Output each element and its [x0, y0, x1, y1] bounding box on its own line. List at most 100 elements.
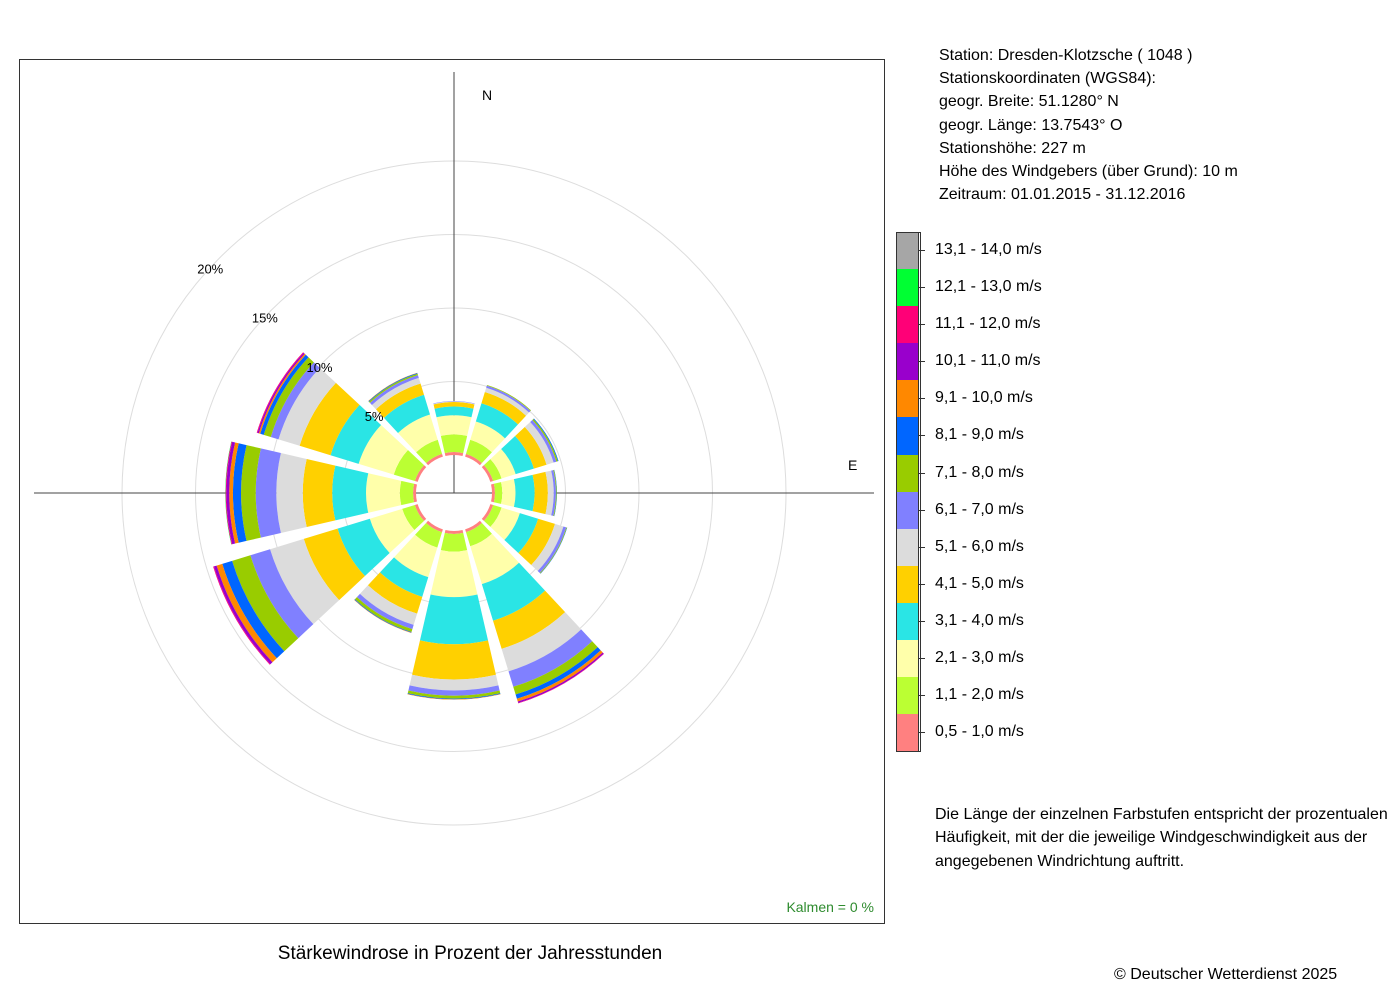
- station-info: Station: Dresden-Klotzsche ( 1048 ) Stat…: [939, 44, 1238, 206]
- legend-label: 4,1 - 5,0 m/s: [935, 574, 1024, 592]
- segment-dir120-bin0: [481, 504, 494, 521]
- segment-dir0-bin4: [433, 402, 475, 409]
- segment-dir270-bin12: [225, 441, 232, 545]
- segment-dir150-bin8: [515, 647, 601, 699]
- segment-dir240-bin10: [213, 565, 273, 665]
- segment-dir270-bin0: [413, 483, 417, 503]
- segment-dir180-bin9: [407, 694, 501, 700]
- segment-dir300-bin4: [299, 382, 360, 456]
- chart-title: Stärkewindrose in Prozent der Jahresstun…: [277, 943, 663, 964]
- segment-dir210-bin7: [354, 597, 413, 632]
- legend-tick: [919, 250, 925, 251]
- segment-dir30-bin6: [486, 385, 531, 413]
- segment-dir150-bin2: [470, 533, 520, 585]
- legend-tick: [919, 658, 925, 660]
- segment-dir270-bin4: [302, 458, 336, 528]
- legend-swatch: [896, 677, 919, 715]
- legend-label: 11,1 - 12,0 m/s: [935, 315, 1041, 333]
- legend-label: 10,1 - 11,0 m/s: [935, 352, 1041, 370]
- segment-dir210-bin0: [426, 520, 443, 533]
- segment-dir180-bin1: [440, 532, 468, 552]
- segment-dir0-bin5: [433, 401, 475, 405]
- segment-dir60-bin0: [481, 465, 494, 482]
- segment-dir150-bin5: [501, 612, 582, 672]
- segment-dir180-bin6: [408, 685, 500, 696]
- segment-dir330-bin2: [398, 414, 438, 453]
- legend-label: 13,1 - 14,0 m/s: [935, 241, 1042, 258]
- segment-dir270-bin8: [232, 443, 247, 543]
- segment-dir270-bin11: [225, 441, 233, 545]
- segment-dir330-bin4: [375, 383, 424, 418]
- legend-label: 6,1 - 7,0 m/s: [935, 500, 1024, 518]
- segment-dir60-bin4: [515, 426, 547, 469]
- segment-dir180-bin3: [419, 594, 489, 645]
- legend-tick: [919, 732, 925, 734]
- legend-tick: [919, 287, 925, 289]
- segment-dir240-bin6: [250, 549, 314, 639]
- segment-dir150-bin7: [513, 641, 598, 695]
- segment-dir180-bin7: [407, 690, 501, 699]
- segment-dir180-bin4: [412, 640, 496, 680]
- station-elevation: Stationshöhe: 227 m: [939, 139, 1086, 157]
- segment-dir60-bin6: [530, 419, 557, 463]
- legend-tick: [919, 620, 925, 622]
- segment-dir270-bin9: [229, 442, 239, 544]
- copyright: © Deutscher Wetterdienst 2025: [1114, 966, 1338, 983]
- segment-dir30-bin3: [475, 403, 519, 439]
- segment-dir270-bin6: [255, 448, 281, 538]
- segment-dir150-bin1: [465, 522, 492, 547]
- segment-dir30-bin1: [465, 439, 492, 464]
- segment-dir210-bin1: [415, 522, 443, 548]
- segment-dir240-bin0: [414, 504, 427, 521]
- segment-dir120-bin3: [504, 513, 539, 554]
- segment-dir0-bin2: [436, 415, 472, 436]
- legend-swatch: [896, 491, 919, 529]
- legend-swatch: [896, 232, 919, 270]
- segment-dir330-bin5: [371, 377, 421, 410]
- segment-dir210-bin5: [359, 585, 418, 625]
- segment-dir240-bin7: [232, 555, 299, 652]
- legend-tick: [919, 361, 925, 363]
- radial-tick-label: 15%: [252, 311, 278, 326]
- segment-dir180-bin2: [430, 550, 478, 598]
- segment-dir30-bin2: [470, 421, 505, 453]
- segment-dir150-bin0: [465, 520, 482, 533]
- legend-swatch: [896, 380, 919, 418]
- segment-dir330-bin1: [416, 439, 443, 464]
- legend-swatch: [896, 602, 919, 641]
- legend-swatch: [896, 306, 919, 344]
- segment-dir270-bin1: [399, 480, 415, 506]
- segment-dir90-bin2: [501, 479, 516, 507]
- segment-dir60-bin3: [501, 436, 534, 475]
- legend-swatch: [896, 454, 919, 492]
- legend-swatch: [896, 640, 919, 678]
- segment-dir300-bin1: [393, 450, 425, 482]
- explanation-text: Die Länge der einzelnen Farbstufen entsp…: [935, 806, 1388, 870]
- segment-dir330-bin0: [426, 453, 443, 466]
- segment-dir60-bin5: [524, 421, 554, 465]
- radial-tick-label: 20%: [197, 262, 223, 277]
- radial-tick-label: 10%: [306, 360, 332, 375]
- legend-tick: [919, 324, 925, 326]
- legend-tick: [919, 695, 925, 697]
- segment-dir90-bin0: [491, 483, 495, 503]
- station-name: Station: Dresden-Klotzsche ( 1048 ): [939, 47, 1193, 64]
- segment-dir210-bin2: [393, 534, 438, 578]
- segment-dir240-bin9: [216, 563, 277, 663]
- station-latitude: geogr. Breite: 51.1280° N: [939, 93, 1119, 111]
- legend-tick: [919, 472, 925, 474]
- sensor-height: Höhe des Windgebers (über Grund): 10 m: [939, 163, 1238, 181]
- legend-swatch: [896, 269, 919, 307]
- segment-dir270-bin5: [276, 453, 307, 533]
- segment-dir120-bin2: [490, 507, 520, 540]
- segment-dir330-bin6: [369, 375, 419, 406]
- segment-dir60-bin2: [490, 449, 516, 479]
- segment-dir120-bin1: [483, 504, 502, 527]
- segment-dir180-bin8: [407, 693, 501, 700]
- windrose-svg: 5% 10% 15% 20% N E: [34, 72, 874, 826]
- segment-dir240-bin4: [303, 528, 365, 601]
- legend-label: 7,1 - 8,0 m/s: [935, 463, 1024, 481]
- segment-dir150-bin3: [481, 562, 546, 621]
- segment-dir240-bin8: [222, 560, 285, 659]
- time-period: Zeitraum: 01.01.2015 - 31.12.2016: [939, 186, 1186, 204]
